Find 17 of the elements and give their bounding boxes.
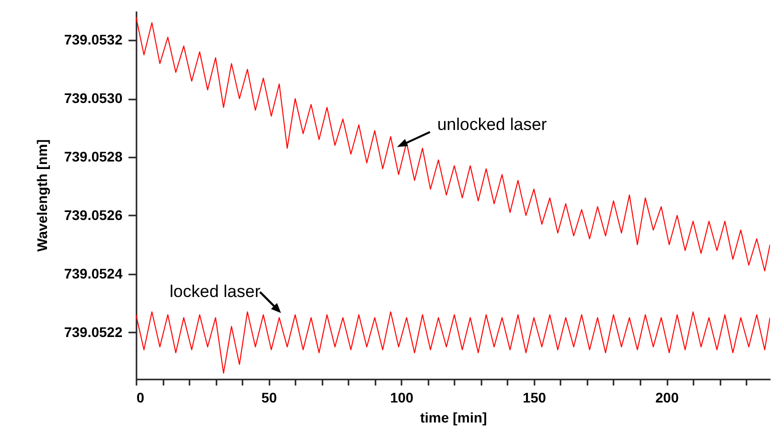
x-tick-label: 150	[522, 390, 546, 406]
line-series	[136, 16, 770, 272]
line-series	[136, 311, 770, 374]
series-label: unlocked laser	[437, 115, 548, 134]
y-axis-title: Wavelength [nm]	[34, 139, 50, 252]
series-label: locked laser	[170, 282, 261, 301]
x-tick-label: 100	[390, 390, 414, 406]
y-tick-label: 739.0530	[64, 90, 123, 106]
y-tick-label: 739.0522	[64, 324, 123, 340]
x-tick-label: 50	[261, 390, 278, 406]
y-tick-label: 739.0528	[64, 148, 123, 165]
y-tick-label: 739.0532	[64, 32, 123, 48]
y-tick-label: 739.0526	[64, 206, 123, 223]
x-tick-label: 200	[655, 390, 679, 406]
x-axis-title: time [min]	[420, 410, 487, 426]
x-tick-label: 0	[136, 390, 144, 406]
y-tick-label: 739.0524	[64, 265, 123, 282]
